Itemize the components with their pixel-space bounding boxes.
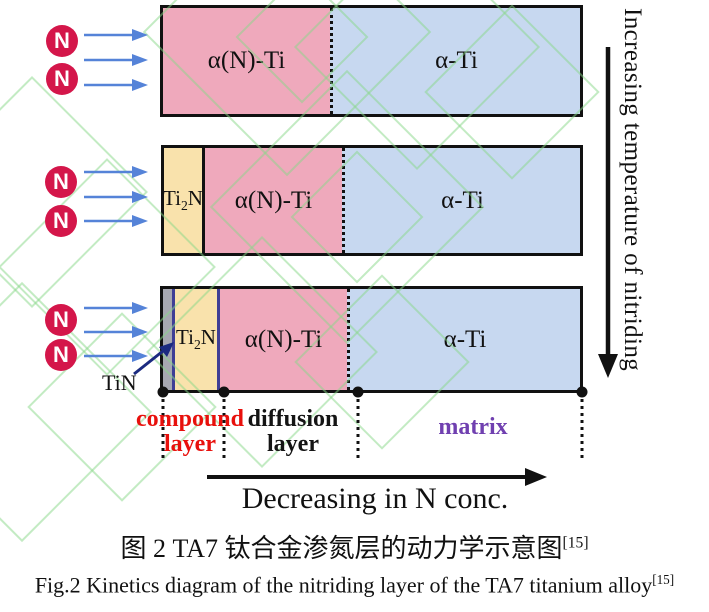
nitrogen-atom: N bbox=[46, 63, 78, 95]
segment-tin bbox=[163, 289, 172, 390]
segment-label: α(N)-Ti bbox=[244, 325, 323, 353]
nitrogen-atom: N bbox=[45, 166, 77, 198]
segment-label: α-Ti bbox=[441, 186, 484, 214]
atom-symbol: N bbox=[53, 169, 69, 194]
diffusion-layer-label: diffusion layer bbox=[231, 407, 355, 457]
temperature-arrow bbox=[598, 47, 618, 378]
y-axis-label: Increasing temperature of nitriding bbox=[619, 8, 646, 372]
caption-chinese-text: 图 2 TA7 钛合金渗氮层的动力学示意图 bbox=[120, 534, 563, 563]
compound-layer-line1: compound bbox=[135, 406, 245, 432]
segment-alpha-ti: α-Ti bbox=[342, 148, 580, 253]
caption-chinese-ref: [15] bbox=[562, 534, 589, 552]
caption-english-text: Fig.2 Kinetics diagram of the nitriding … bbox=[34, 572, 653, 598]
segment-alpha-ti: α-Ti bbox=[330, 8, 580, 114]
caption-chinese: 图 2 TA7 钛合金渗氮层的动力学示意图[15] bbox=[0, 528, 709, 565]
nitrogen-atom: N bbox=[45, 304, 77, 336]
compound-layer-label: compound layer bbox=[128, 407, 252, 457]
bar-stage-1: α(N)-Ti α-Ti bbox=[160, 5, 583, 117]
nitrogen-atom: N bbox=[45, 339, 77, 371]
tin-callout-label: TiN bbox=[102, 370, 137, 395]
matrix-label: matrix bbox=[438, 414, 508, 440]
diffusion-layer-line2: layer bbox=[267, 431, 319, 457]
atom-symbol: N bbox=[53, 208, 69, 233]
caption-english: Fig.2 Kinetics diagram of the nitriding … bbox=[0, 572, 709, 598]
segment-label: Ti2N bbox=[163, 186, 203, 214]
segment-ti2n: Ti2N bbox=[172, 289, 217, 390]
atom-symbol: N bbox=[53, 307, 69, 332]
compound-layer-line2: layer bbox=[164, 431, 216, 457]
nitrogen-atom: N bbox=[45, 205, 77, 237]
segment-label: α-Ti bbox=[435, 47, 478, 74]
nitrogen-atom: N bbox=[46, 25, 78, 57]
segment-label: α-Ti bbox=[443, 325, 487, 353]
n-flux-arrows-stage-1 bbox=[84, 29, 148, 91]
atom-symbol: N bbox=[53, 342, 69, 367]
bar-stage-2: Ti2N α(N)-Ti α-Ti bbox=[161, 145, 583, 256]
segment-alpha-n-ti: α(N)-Ti bbox=[163, 8, 330, 114]
segment-alpha-n-ti: α(N)-Ti bbox=[202, 148, 342, 253]
segment-ti2n: Ti2N bbox=[163, 148, 203, 253]
caption-english-ref: [15] bbox=[652, 572, 675, 587]
x-axis-label: Decreasing in N conc. bbox=[241, 482, 509, 515]
segment-label: α(N)-Ti bbox=[234, 186, 313, 214]
bar-stage-3: Ti2N α(N)-Ti α-Ti bbox=[160, 286, 583, 393]
atom-symbol: N bbox=[54, 28, 70, 53]
segment-alpha-ti: α-Ti bbox=[347, 289, 580, 390]
n-flux-arrows-stage-3 bbox=[84, 302, 148, 362]
segment-alpha-n-ti: α(N)-Ti bbox=[217, 289, 347, 390]
watermark-shape bbox=[0, 76, 148, 308]
atom-symbol: N bbox=[54, 66, 70, 91]
segment-label: α(N)-Ti bbox=[207, 47, 286, 74]
n-flux-arrows-stage-2 bbox=[84, 166, 148, 227]
segment-label: Ti2N bbox=[176, 325, 216, 353]
diffusion-layer-line1: diffusion bbox=[247, 406, 339, 432]
